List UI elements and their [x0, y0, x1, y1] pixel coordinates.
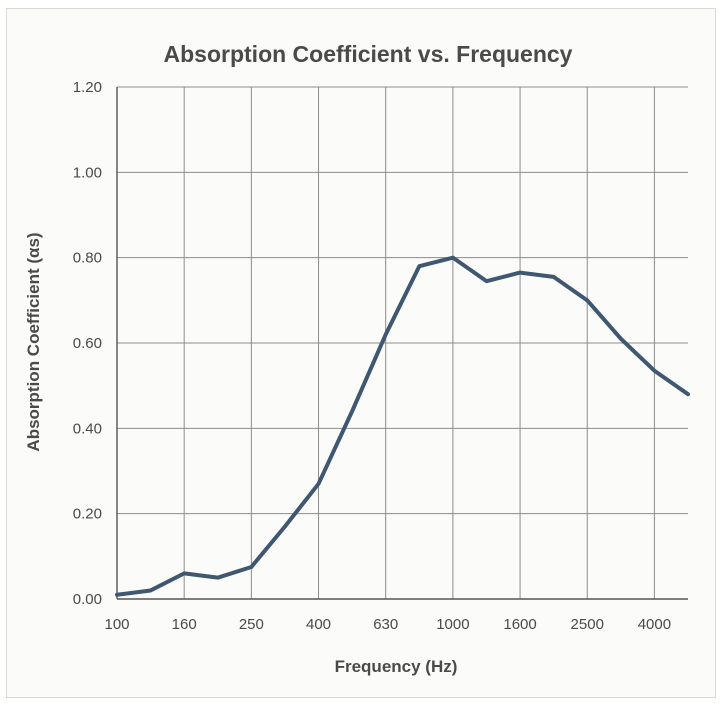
grid-lines [117, 86, 688, 599]
x-tick-630: 630 [373, 616, 398, 633]
series-line [115, 255, 690, 597]
y-tick-0.80: 0.80 [73, 250, 102, 267]
chart-title: Absorption Coefficient vs. Frequency [164, 41, 573, 67]
x-tick-100: 100 [104, 616, 129, 633]
y-tick-0.40: 0.40 [73, 420, 102, 437]
axes [116, 87, 688, 600]
x-tick-160: 160 [172, 616, 197, 633]
y-tick-1.00: 1.00 [73, 164, 102, 181]
x-tick-2500: 2500 [571, 616, 604, 633]
x-tick-400: 400 [306, 616, 331, 633]
x-tick-1600: 1600 [503, 616, 536, 633]
y-tick-labels: 0.00 0.20 0.40 0.60 0.80 1.00 1.20 [73, 79, 102, 608]
x-tick-4000: 4000 [638, 616, 671, 633]
y-tick-0.60: 0.60 [73, 335, 102, 352]
y-axis-label: Absorption Coefficient (αs) [24, 232, 43, 451]
x-tick-1000: 1000 [436, 616, 469, 633]
x-tick-250: 250 [239, 616, 264, 633]
y-tick-0.20: 0.20 [73, 506, 102, 523]
chart-frame [6, 8, 716, 698]
x-axis-label: Frequency (Hz) [335, 657, 458, 676]
y-tick-0.00: 0.00 [73, 591, 102, 608]
x-tick-labels: 100 160 250 400 630 1000 1600 2500 4000 [104, 616, 671, 633]
y-tick-1.20: 1.20 [73, 79, 102, 96]
